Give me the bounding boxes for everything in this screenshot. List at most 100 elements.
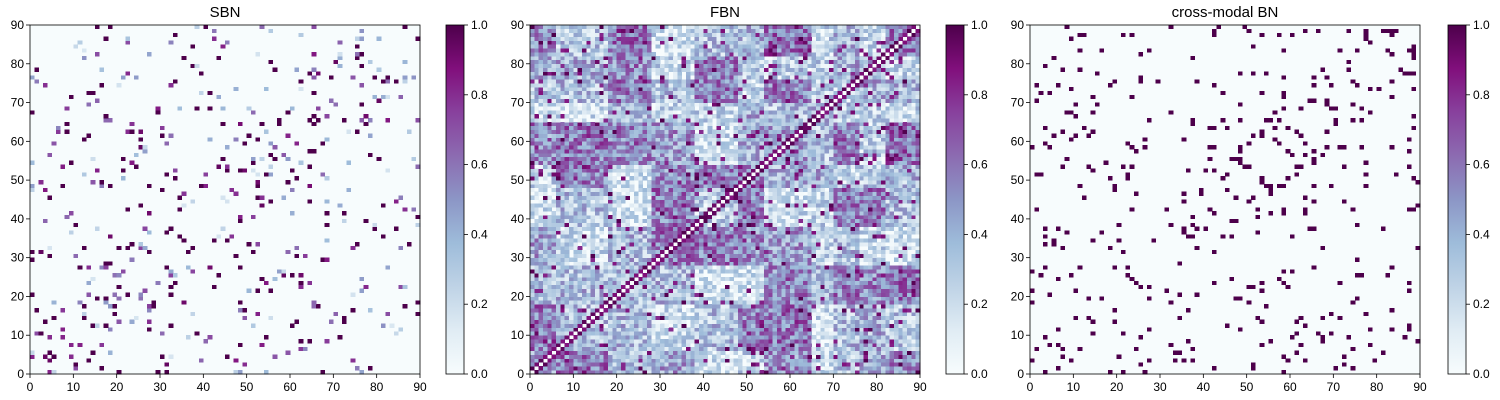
- heatmap-cell: [889, 315, 895, 321]
- heatmap-cell: [569, 319, 574, 324]
- heatmap-cell: [47, 195, 52, 200]
- heatmap-cell: [794, 342, 799, 348]
- heatmap-cell: [595, 265, 600, 270]
- heatmap-cell: [543, 218, 548, 224]
- heatmap-cell: [820, 203, 825, 208]
- heatmap-cell: [902, 331, 908, 336]
- heatmap-cell: [621, 187, 626, 193]
- heatmap-cell: [64, 121, 70, 127]
- heatmap-cell: [759, 296, 765, 301]
- heatmap-cell: [77, 342, 83, 348]
- heatmap-cell: [551, 366, 557, 371]
- heatmap-cell: [77, 265, 83, 270]
- heatmap-cell: [807, 246, 812, 251]
- heatmap-cell: [855, 211, 860, 216]
- heatmap-cell: [885, 331, 890, 336]
- heatmap-cell: [551, 211, 557, 216]
- heatmap-cell: [746, 342, 752, 348]
- heatmap-cell: [582, 358, 587, 363]
- heatmap-cell: [798, 253, 804, 258]
- heatmap-cell: [759, 249, 765, 255]
- heatmap-cell: [751, 183, 756, 189]
- heatmap-cell: [876, 187, 882, 193]
- heatmap-cell: [694, 292, 700, 297]
- heatmap-cell: [829, 296, 834, 301]
- heatmap-cell: [833, 207, 838, 212]
- heatmap-cell: [898, 207, 903, 212]
- heatmap-cell: [898, 327, 903, 332]
- heatmap-cell: [885, 350, 890, 355]
- heatmap-cell: [385, 75, 390, 80]
- heatmap-cell: [616, 339, 622, 344]
- heatmap-cell: [781, 238, 786, 243]
- heatmap-cell: [560, 180, 565, 185]
- heatmap-cell: [621, 362, 626, 367]
- heatmap-cell: [534, 370, 539, 375]
- heatmap-cell: [790, 323, 795, 328]
- heatmap-cell: [677, 358, 682, 363]
- heatmap-cell: [415, 215, 421, 220]
- heatmap-cell: [303, 253, 308, 258]
- heatmap-cell: [794, 257, 799, 262]
- heatmap-cell: [677, 273, 682, 278]
- heatmap-cell: [785, 370, 791, 375]
- heatmap-cell: [807, 300, 812, 305]
- heatmap-cell: [47, 350, 52, 355]
- heatmap-cell: [876, 226, 882, 231]
- heatmap-cell: [781, 218, 786, 224]
- heatmap-cell: [77, 300, 83, 305]
- heatmap-cell: [772, 176, 778, 181]
- heatmap-cell: [733, 238, 739, 243]
- heatmap-cell: [729, 265, 734, 270]
- heatmap-cell: [850, 362, 856, 367]
- heatmap-cell: [625, 195, 630, 200]
- heatmap-cell: [720, 211, 726, 216]
- heatmap-cell: [742, 292, 747, 297]
- heatmap-cell: [634, 288, 639, 293]
- heatmap-cell: [634, 342, 639, 348]
- heatmap-cell: [647, 238, 652, 243]
- heatmap-cell: [898, 339, 903, 344]
- heatmap-cell: [569, 183, 574, 189]
- heatmap-cell: [807, 199, 812, 204]
- heatmap-cell: [811, 180, 817, 185]
- heatmap-cell: [863, 222, 869, 227]
- heatmap-cell: [556, 176, 561, 181]
- heatmap-cell: [755, 280, 760, 286]
- heatmap-cell: [837, 300, 843, 305]
- heatmap-cell: [798, 335, 804, 340]
- heatmap-cell: [577, 249, 583, 255]
- heatmap-cell: [785, 323, 791, 328]
- heatmap-cell: [573, 187, 578, 193]
- heatmap-cell: [742, 284, 747, 289]
- heatmap-cell: [868, 311, 873, 317]
- heatmap-cell: [647, 191, 652, 196]
- heatmap-cell: [881, 284, 886, 289]
- heatmap-cell: [902, 323, 908, 328]
- heatmap-cell: [915, 331, 921, 336]
- heatmap-cell: [876, 354, 882, 359]
- heatmap-cell: [885, 327, 890, 332]
- heatmap-cell: [582, 308, 587, 313]
- heatmap-cell: [668, 346, 674, 352]
- heatmap-cell: [668, 277, 674, 282]
- heatmap-cell: [811, 257, 817, 262]
- heatmap-cell: [543, 327, 548, 332]
- heatmap-cell: [768, 199, 773, 204]
- heatmap-cell: [729, 358, 734, 363]
- heatmap-cell: [625, 253, 630, 258]
- heatmap-cell: [677, 234, 682, 239]
- heatmap-cell: [690, 222, 695, 227]
- heatmap-cell: [625, 311, 630, 317]
- heatmap-cell: [738, 242, 743, 247]
- heatmap-cell: [894, 284, 899, 289]
- heatmap-cells: [30, 25, 421, 375]
- heatmap-cell: [816, 296, 821, 301]
- heatmap-cell: [807, 366, 812, 371]
- heatmap-cell: [599, 273, 604, 278]
- heatmap-cell: [660, 354, 665, 359]
- heatmap-cell: [372, 94, 377, 99]
- heatmap-cell: [751, 350, 756, 355]
- heatmap-cell: [155, 106, 161, 111]
- heatmap-cell: [712, 339, 717, 344]
